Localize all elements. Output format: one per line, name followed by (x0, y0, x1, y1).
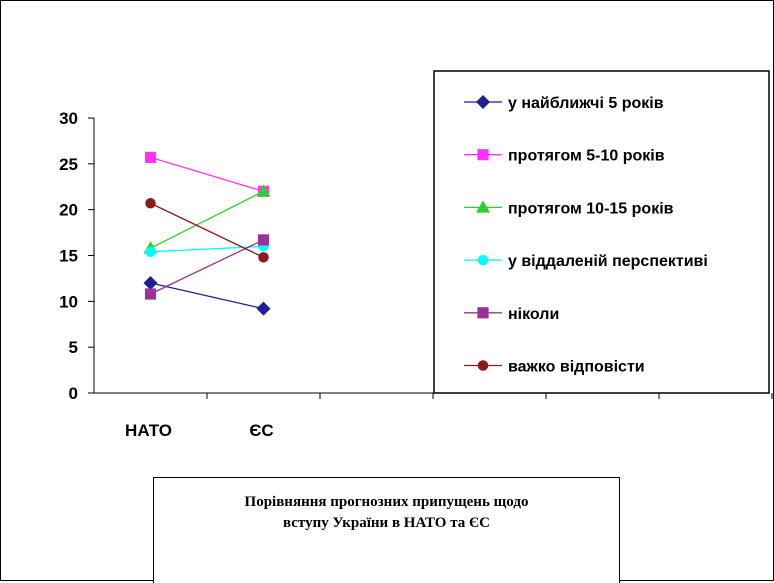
data-point (144, 151, 157, 164)
series-line (150, 282, 264, 310)
y-tick-label: 5 (69, 338, 78, 357)
legend-item: важко відповісти (464, 359, 645, 376)
legend-box (433, 70, 770, 394)
series-line (150, 156, 264, 192)
series-lines (143, 151, 271, 316)
legend-marker (477, 149, 489, 161)
series-3 (143, 184, 271, 254)
chart-caption: Порівняння прогнозних припущень щодо вст… (154, 492, 619, 534)
data-point (143, 276, 158, 290)
data-point (257, 234, 270, 246)
legend: у найближчі 5 років протягом 5-10 років пр… (433, 70, 770, 394)
legend-label: ніколи (508, 306, 559, 323)
data-point (258, 252, 269, 263)
legend-item: протягом 5-10 років (464, 148, 665, 165)
legend-item: протягом 10-15 років (464, 200, 674, 217)
series-line (150, 245, 264, 253)
data-point (145, 198, 156, 209)
caption-line-1: Порівняння прогнозних припущень щодо (244, 494, 529, 510)
legend-label: важко відповісти (508, 359, 645, 376)
series-6 (145, 198, 269, 263)
series-line (150, 202, 264, 258)
y-tick-label: 0 (69, 384, 78, 403)
legend-marker (476, 200, 490, 213)
y-tick-label: 15 (59, 247, 78, 266)
series-line (150, 190, 264, 249)
y-tick-label: 20 (59, 201, 78, 220)
series-4 (145, 241, 269, 258)
tick-labels: 0 5 10 15 20 25 30 НАТО ЄС (59, 109, 274, 440)
series-1 (143, 276, 271, 316)
caption-box: Порівняння прогнозних припущень щодо вст… (153, 477, 620, 583)
caption-line-2: вступу України в НАТО та ЄС (282, 515, 491, 531)
data-point (256, 301, 271, 316)
y-tick-label: 25 (59, 155, 78, 174)
legend-item: у віддаленій перспективі (464, 253, 708, 270)
y-tick-label: 10 (59, 292, 78, 311)
y-tick-label: 30 (59, 109, 78, 128)
x-tick-label: ЄС (249, 421, 273, 440)
legend-label: у віддаленій перспективі (508, 253, 708, 270)
x-tick-label: НАТО (125, 421, 172, 440)
legend-marker (476, 95, 490, 109)
data-point (145, 246, 156, 258)
legend-label: протягом 10-15 років (508, 200, 674, 217)
legend-item: ніколи (464, 306, 559, 323)
legend-label: у найближчі 5 років (508, 95, 664, 112)
series-line (150, 239, 264, 295)
legend-item: у найближчі 5 років (464, 95, 664, 112)
data-point (256, 184, 271, 197)
legend-marker (477, 307, 489, 319)
series-5 (144, 234, 270, 300)
legend-label: протягом 5-10 років (508, 148, 665, 165)
data-point (144, 288, 157, 300)
series-2 (144, 151, 270, 197)
legend-marker (477, 360, 489, 371)
legend-marker (477, 254, 489, 266)
